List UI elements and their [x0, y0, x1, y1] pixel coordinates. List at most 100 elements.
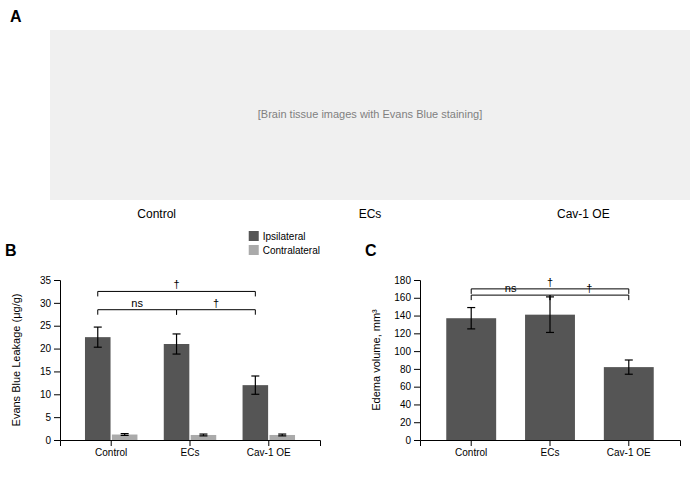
y-tick-mark	[54, 440, 60, 441]
y-tick: 35	[40, 275, 60, 286]
y-tick-label: 160	[394, 292, 411, 303]
y-tick-label: 20	[40, 343, 52, 354]
error-bar	[278, 434, 286, 436]
significance-bracket: †	[550, 282, 629, 300]
y-tick: 15	[40, 366, 60, 377]
error-bar-cap	[199, 435, 207, 436]
y-tick: 160	[394, 292, 420, 303]
x-tick-label: ECs	[541, 447, 560, 458]
y-tick: 5	[45, 412, 60, 423]
legend-item: Ipsilateral	[249, 231, 306, 242]
axis-line	[61, 441, 321, 447]
error-bar-cap	[173, 333, 181, 334]
error-bar-cap	[94, 326, 102, 327]
bracket-line	[471, 289, 629, 294]
y-tick: 20	[40, 343, 60, 354]
significance-bracket: †	[471, 276, 629, 294]
significance-bracket: †	[98, 278, 256, 296]
bar	[164, 344, 190, 440]
error-bar	[121, 434, 129, 436]
y-tick-mark	[54, 417, 60, 418]
bracket-line	[471, 295, 550, 300]
y-tick-mark	[414, 333, 420, 334]
bar	[446, 318, 496, 440]
x-tick: Cav-1 OE	[607, 440, 651, 458]
significance-bracket: ns	[471, 282, 550, 300]
y-tick: 0	[405, 435, 420, 446]
y-tick: 120	[394, 328, 420, 339]
axis-line	[54, 281, 61, 441]
legend-item: Contralateral	[249, 245, 320, 256]
x-tick: Control	[95, 440, 127, 458]
bar-series	[85, 327, 268, 440]
error-bar-cap	[121, 433, 129, 434]
bracket-line	[98, 291, 256, 296]
bar	[85, 337, 111, 440]
x-tick-mark	[550, 440, 551, 446]
y-tick: 180	[394, 275, 420, 286]
x-tick-label: ECs	[181, 447, 200, 458]
y-tick-mark	[414, 369, 420, 370]
legend-swatch	[249, 231, 259, 241]
group-label: Control	[137, 207, 176, 221]
bracket-label: ns	[505, 282, 517, 294]
y-tick-label: 60	[400, 381, 412, 392]
x-tick-mark	[628, 440, 629, 446]
x-tick-label: Cav-1 OE	[247, 447, 291, 458]
x-tick-mark	[471, 440, 472, 446]
x-tick-mark	[111, 440, 112, 446]
y-tick-label: 180	[394, 275, 411, 286]
error-bar-cap	[546, 332, 554, 333]
bar-series	[446, 297, 653, 440]
bar-panel: ControlECsCav-1 OE05101520253035Evans Bl…	[5, 231, 321, 458]
error-bar-stem	[549, 297, 550, 333]
y-tick-label: 120	[394, 328, 411, 339]
bar	[604, 367, 654, 440]
bracket-label: †	[213, 297, 219, 309]
y-tick-label: 0	[405, 435, 411, 446]
error-bar-cap	[625, 359, 633, 360]
error-bar-cap	[278, 435, 286, 436]
bar	[269, 435, 295, 440]
bracket-label: †	[586, 282, 592, 294]
error-bar	[467, 308, 475, 329]
bar	[112, 435, 138, 440]
x-tick-mark	[268, 440, 269, 446]
bar	[525, 315, 575, 440]
error-bar-stem	[176, 334, 177, 354]
y-tick-mark	[414, 440, 420, 441]
x-tick-label: Cav-1 OE	[607, 447, 651, 458]
y-axis-title: Edema volume, mm³	[370, 309, 382, 411]
x-tick: ECs	[181, 440, 200, 458]
y-tick-mark	[414, 422, 420, 423]
legend-label: Contralateral	[263, 245, 320, 256]
y-tick-label: 15	[40, 366, 52, 377]
error-bar-cap	[251, 375, 259, 376]
image-panel: A[Brain tissue images with Evans Blue st…	[10, 8, 690, 221]
bracket-line	[98, 310, 177, 315]
y-tick-mark	[414, 280, 420, 281]
y-tick-label: 5	[45, 412, 51, 423]
x-tick-mark	[190, 440, 191, 446]
bracket-label: ns	[131, 297, 143, 309]
error-bar	[251, 376, 259, 394]
y-axis-title: Evans Blue Leakage (μg/g)	[10, 294, 22, 427]
y-tick-mark	[54, 280, 60, 281]
y-tick-mark	[414, 404, 420, 405]
error-bar-cap	[625, 374, 633, 375]
y-tick-label: 40	[400, 399, 412, 410]
y-tick-mark	[414, 351, 420, 352]
y-tick-mark	[414, 316, 420, 317]
y-tick: 140	[394, 310, 420, 321]
y-tick-mark	[54, 303, 60, 304]
y-tick-mark	[414, 387, 420, 388]
error-bar-cap	[467, 328, 475, 329]
panel-label: B	[5, 242, 17, 259]
x-tick-label: Control	[455, 447, 487, 458]
panel-label: A	[10, 8, 22, 25]
error-bar-cap	[251, 394, 259, 395]
y-tick: 100	[394, 346, 420, 357]
error-bar-stem	[255, 376, 256, 394]
x-tick: Cav-1 OE	[247, 440, 291, 458]
y-tick: 60	[400, 381, 420, 392]
